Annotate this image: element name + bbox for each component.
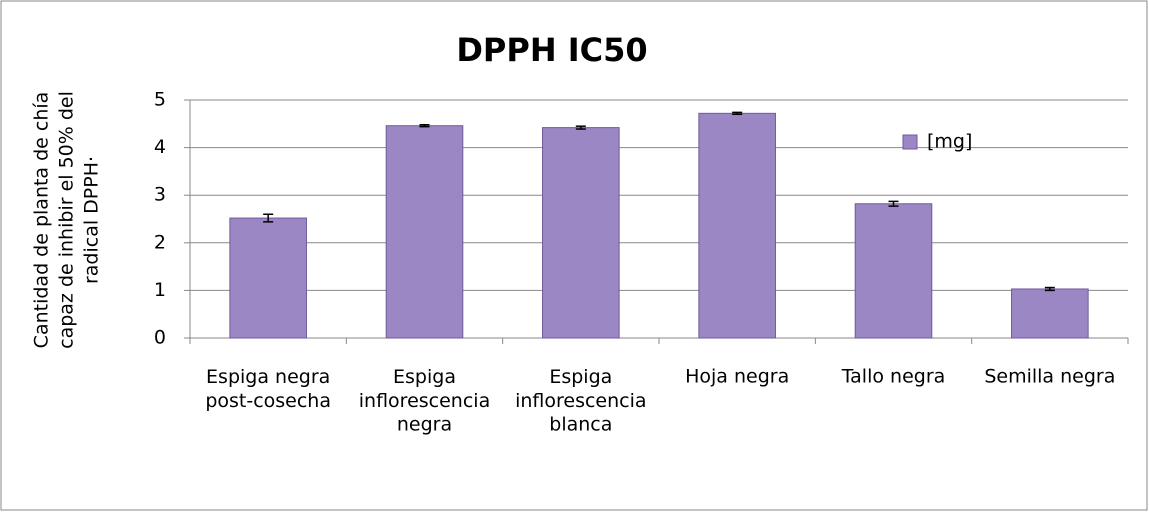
- error-bar: [263, 213, 274, 223]
- bar: [698, 112, 776, 339]
- x-tick-label: Semilla negra: [984, 366, 1115, 388]
- y-axis-label: capaz de inhibir el 50% del: [56, 91, 78, 349]
- x-tick-label: Tallo negra: [841, 366, 946, 388]
- x-tick-label: Espiga inflorescencia blanca: [515, 366, 646, 436]
- chart-title: DPPH IC50: [456, 31, 647, 69]
- y-tick-label: 2: [154, 231, 166, 253]
- x-tick-label: Espiga negra post-cosecha: [205, 366, 331, 412]
- y-axis-label: Cantidad de planta de chía: [31, 92, 53, 349]
- x-tick-label: Espiga inflorescencia negra: [359, 366, 490, 436]
- y-tick-label: 1: [154, 279, 166, 301]
- error-bar: [732, 111, 743, 116]
- error-bar: [1044, 286, 1055, 292]
- y-axis-label: radical DPPH·: [81, 156, 103, 284]
- error-bar: [888, 200, 899, 207]
- y-tick-label: 5: [154, 89, 166, 111]
- error-bar: [575, 125, 586, 130]
- legend-label: [mg]: [927, 131, 972, 153]
- y-tick-label: 0: [154, 327, 166, 349]
- bar: [229, 217, 307, 339]
- error-bar: [419, 124, 430, 128]
- bar: [542, 127, 620, 339]
- legend-swatch: [902, 134, 918, 150]
- y-tick-label: 4: [154, 136, 166, 158]
- bar: [385, 125, 464, 339]
- y-tick-label: 3: [154, 184, 166, 206]
- x-tick-label: Hoja negra: [685, 366, 789, 388]
- bar: [1011, 288, 1089, 339]
- bar: [854, 203, 933, 339]
